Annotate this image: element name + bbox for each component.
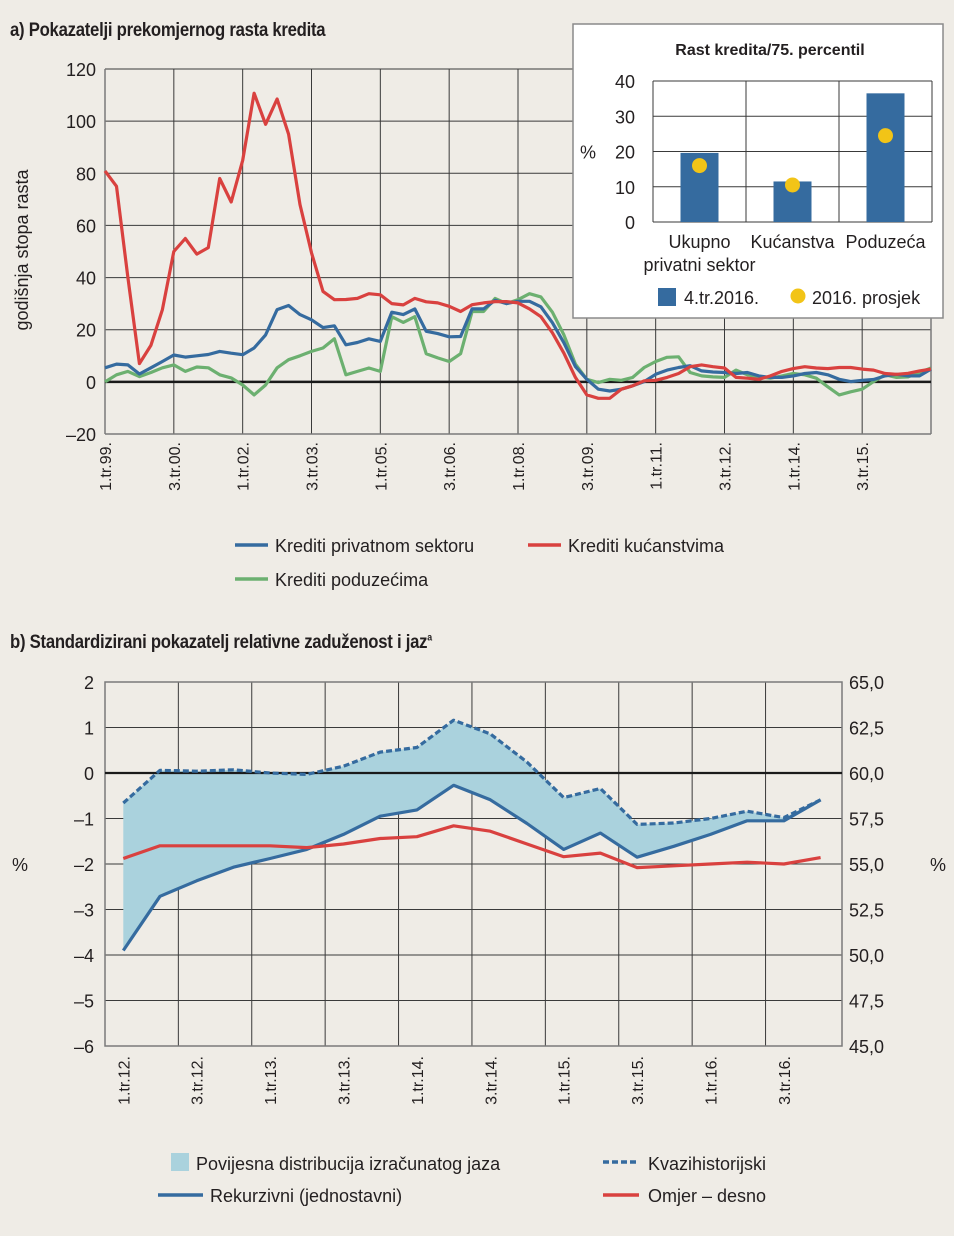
y-right-tick-label: 62,5 <box>849 719 884 739</box>
x-tick-label: 3.tr.15. <box>630 1056 647 1105</box>
y-left-tick-label: –3 <box>74 901 94 921</box>
y-tick-label: 0 <box>86 373 96 393</box>
y-right-tick-label: 47,5 <box>849 992 884 1012</box>
y-right-tick-label: 60,0 <box>849 764 884 784</box>
y-left-tick-label: –4 <box>74 946 94 966</box>
legend-label-rekurzivni: Rekurzivni (jednostavni) <box>210 1186 402 1206</box>
x-tick-label: 3.tr.13. <box>337 1056 354 1105</box>
x-tick-label: 1.tr.13. <box>263 1056 280 1105</box>
chart-b: 2 1 0 –1 –2 –3 –4 –5 –6 65,0 62,5 60,0 57,5 55,0 52,5 5… <box>12 673 946 1105</box>
inset-y-tick-label: 0 <box>625 213 635 233</box>
y-right-tick-label: 52,5 <box>849 901 884 921</box>
chart-b-legend: Povijesna distribucija izračunatog jaza K… <box>158 1153 766 1206</box>
x-tick-label: 1.tr.05. <box>373 442 390 491</box>
band-povijesna-distribucija-izracunatog-jaza <box>123 720 821 951</box>
x-tick-label: 1.tr.08. <box>511 442 528 491</box>
y-left-tick-label: –1 <box>74 810 94 830</box>
inset-category-label: Kućanstva <box>750 232 835 252</box>
x-tick-label: 3.tr.00. <box>167 442 184 491</box>
x-tick-label: 1.tr.02. <box>236 442 253 491</box>
legend-label-kvazihistorijski: Kvazihistorijski <box>648 1154 766 1174</box>
y-right-tick-label: 57,5 <box>849 810 884 830</box>
y-tick-label: –20 <box>66 425 96 445</box>
y-right-tick-label: 65,0 <box>849 673 884 693</box>
inset-category-label: Poduzeća <box>845 232 926 252</box>
series-line-omjer-desno <box>122 824 821 870</box>
legend-label-krediti-privatnom-sektoru: Krediti privatnom sektoru <box>275 536 474 556</box>
y-tick-label: 120 <box>66 60 96 80</box>
plot-border <box>104 681 843 1047</box>
series-line-krediti-kucanstvima <box>103 91 932 400</box>
x-tick-label: 1.tr.16. <box>704 1056 721 1105</box>
y-left-tick-label: –6 <box>74 1037 94 1057</box>
inset-dot-ukupno-privatni-sektor <box>692 158 707 174</box>
y-left-tick-label: 2 <box>84 673 94 693</box>
chart-b-title: b) Standardizirani pokazatelj relativne … <box>10 632 432 654</box>
inset-y-axis-title: % <box>580 143 596 163</box>
legend-label-krediti-kucanstvima: Krediti kućanstvima <box>568 536 725 556</box>
x-tick-label: 3.tr.12. <box>718 442 735 491</box>
y-axis-title: godišnja stopa rasta <box>12 168 32 330</box>
chart-a-title-text: a) Pokazatelji prekomjernog rasta kredit… <box>10 20 326 41</box>
y-left-tick-label: –5 <box>74 992 94 1012</box>
y-tick-label: 100 <box>66 112 96 132</box>
x-tick-label: 3.tr.12. <box>190 1056 207 1105</box>
inset-category-label: Ukupno <box>668 232 730 252</box>
x-tick-label: 3.tr.09. <box>580 442 597 491</box>
x-tick-label: 3.tr.14. <box>483 1056 500 1105</box>
inset-y-tick-label: 10 <box>615 178 635 198</box>
x-tick-label: 1.tr.15. <box>557 1056 574 1105</box>
y-tick-label: 80 <box>76 164 96 184</box>
x-tick-label: 3.tr.06. <box>442 442 459 491</box>
x-tick-label: 3.tr.16. <box>777 1056 794 1105</box>
chart-a-inset: Rast kredita/75. percentil 40 30 20 10 0% Ukup… <box>572 23 944 319</box>
chart-b-title-text: b) Standardizirani pokazatelj relativne … <box>10 632 428 653</box>
y-left-tick-label: 1 <box>84 719 94 739</box>
chart-a-legend: Krediti privatnom sektoru Krediti kućanst… <box>235 536 725 590</box>
chart-a-title: a) Pokazatelji prekomjernog rasta kredit… <box>10 20 326 42</box>
inset-category-label: privatni sektor <box>643 255 755 275</box>
legend-swatch-dot <box>790 288 806 304</box>
legend-label-band: Povijesna distribucija izračunatog jaza <box>196 1154 501 1174</box>
legend-label-krediti-poduzecima: Krediti poduzećima <box>275 570 429 590</box>
chart-b-title-footnote-mark: a <box>427 632 432 644</box>
inset-y-tick-label: 20 <box>615 143 635 163</box>
inset-bar-poduzeca <box>866 93 905 223</box>
inset-dot-poduzeca <box>878 128 893 144</box>
legend-swatch-bar <box>658 288 676 306</box>
y-tick-label: 40 <box>76 269 96 289</box>
series-line-kvazihistorijski <box>122 718 822 826</box>
x-tick-label: 1.tr.14. <box>786 442 803 491</box>
inset-title: Rast kredita/75. percentil <box>675 42 864 59</box>
legend-label-omjer: Omjer – desno <box>648 1186 766 1206</box>
y-tick-label: 20 <box>76 321 96 341</box>
legend-swatch-band <box>171 1153 189 1171</box>
y-left-axis-title: % <box>12 855 28 875</box>
y-right-tick-label: 55,0 <box>849 855 884 875</box>
x-tick-label: 1.tr.99. <box>98 442 115 491</box>
inset-y-tick-label: 30 <box>615 107 635 127</box>
y-right-tick-label: 50,0 <box>849 946 884 966</box>
y-left-tick-label: 0 <box>84 764 94 784</box>
x-tick-label: 1.tr.14. <box>410 1056 427 1105</box>
x-tick-label: 3.tr.15. <box>855 442 872 491</box>
x-tick-label: 3.tr.03. <box>305 442 322 491</box>
x-tick-label: 1.tr.12. <box>116 1056 133 1105</box>
inset-dot-kucanstva <box>785 177 800 193</box>
legend-label-dot: 2016. prosjek <box>812 288 921 308</box>
legend-label-bar: 4.tr.2016. <box>684 288 759 308</box>
y-right-tick-label: 45,0 <box>849 1037 884 1057</box>
y-right-axis-title: % <box>930 855 946 875</box>
series-line-rekurzivni-jednostavni <box>121 783 822 952</box>
inset-y-tick-label: 40 <box>615 72 635 92</box>
x-tick-label: 1.tr.11. <box>649 442 666 490</box>
y-tick-label: 60 <box>76 216 96 236</box>
y-left-tick-label: –2 <box>74 855 94 875</box>
